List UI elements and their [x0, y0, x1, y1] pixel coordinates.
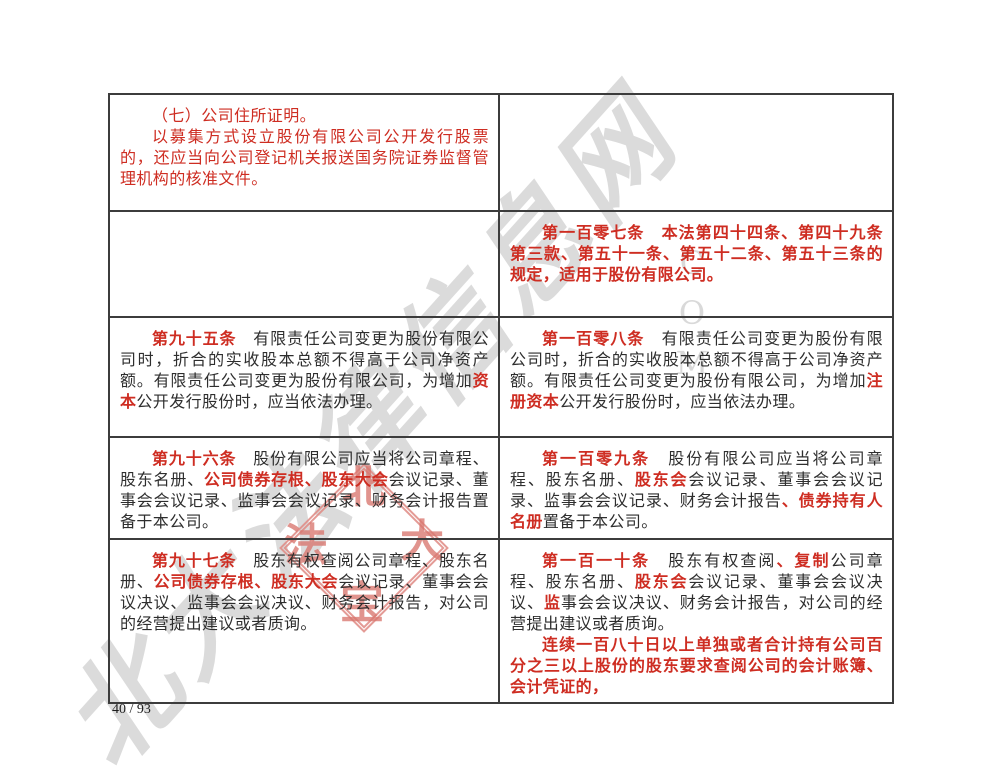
revised-text: 第一百零九条: [542, 451, 651, 468]
page-number: 40 / 93: [112, 702, 151, 717]
table-cell-right: [500, 95, 892, 210]
paragraph: 以募集方式设立股份有限公司公开发行股票的，还应当向公司登记机关报送国务院证券监督…: [120, 127, 489, 190]
body-text: 会议记录、董事会会议记录、监事会会议记录、财务会计报告: [510, 472, 884, 510]
comparison-table: （七）公司住所证明。以募集方式设立股份有限公司公开发行股票的，还应当向公司登记机…: [108, 93, 894, 704]
table-cell-right: 第一百零八条 有限责任公司变更为股份有限公司时，折合的实收股本总额不得高于公司净…: [500, 318, 892, 436]
table-cell-right: 第一百零七条 本法第四十四条、第四十九条第三款、第五十一条、第五十二条、第五十三…: [500, 212, 892, 316]
revised-text: 第九十五条: [152, 331, 237, 348]
revised-text: 股东会: [634, 472, 689, 489]
table-row: 第九十七条 股东有权查阅公司章程、股东名册、公司债券存根、股东大会会议记录、董事…: [110, 538, 892, 702]
body-text: 股东有权查阅: [650, 553, 777, 570]
paragraph: 连续一百八十日以上单独或者合计持有公司百分之三以上股份的股东要求查阅公司的会计账…: [510, 635, 883, 698]
revised-text: 资本: [120, 373, 489, 411]
body-text: 事会会议决议、财务会计报告，对公司的经营提出建议或者质询。: [510, 595, 883, 633]
revised-text: 第一百一十条: [542, 553, 651, 570]
table-cell-left: 第九十五条 有限责任公司变更为股份有限公司时，折合的实收股本总额不得高于公司净资…: [110, 318, 500, 436]
body-text: 会议记录、董事会会议决议、: [510, 574, 884, 612]
table-row: 第九十五条 有限责任公司变更为股份有限公司时，折合的实收股本总额不得高于公司净资…: [110, 316, 892, 436]
revised-text: 本法第四十四条、第四十九条第三款、第五十一条、第五十二条、第五十三条的规定，适用…: [510, 225, 884, 284]
revised-text: 、复制: [776, 553, 831, 570]
paragraph: （七）公司住所证明。: [120, 106, 489, 127]
table-cell-left: [110, 212, 500, 316]
table-row: 第一百零七条 本法第四十四条、第四十九条第三款、第五十一条、第五十二条、第五十三…: [110, 210, 892, 316]
body-text: 股东有权查阅公司章程、股东名册、: [120, 553, 489, 591]
body-text: 会议记录、董事会会议决议、监事会会议决议、财务会计报告，对公司的经营提出建议或者…: [120, 574, 489, 633]
paragraph: 第一百零八条 有限责任公司变更为股份有限公司时，折合的实收股本总额不得高于公司净…: [510, 329, 883, 413]
body-text: 公司章程、股东名册、: [510, 553, 884, 591]
table-cell-right: 第一百零九条 股份有限公司应当将公司章程、股东名册、股东会会议记录、董事会会议记…: [500, 438, 892, 538]
table-cell-left: 第九十七条 股东有权查阅公司章程、股东名册、公司债券存根、股东大会会议记录、董事…: [110, 540, 500, 702]
table-cell-left: （七）公司住所证明。以募集方式设立股份有限公司公开发行股票的，还应当向公司登记机…: [110, 95, 500, 210]
table-row: （七）公司住所证明。以募集方式设立股份有限公司公开发行股票的，还应当向公司登记机…: [110, 95, 892, 210]
body-text: 公开发行股份时，应当依法办理。: [136, 394, 383, 411]
paragraph: 第一百一十条 股东有权查阅、复制公司章程、股东名册、股东会会议记录、董事会会议决…: [510, 551, 883, 635]
paragraph: 第九十七条 股东有权查阅公司章程、股东名册、公司债券存根、股东大会会议记录、董事…: [120, 551, 489, 635]
paragraph: 第一百零七条 本法第四十四条、第四十九条第三款、第五十一条、第五十二条、第五十三…: [510, 223, 883, 286]
revised-text: 第一百零七条: [542, 225, 645, 242]
body-text: 会议记录、董事会会议记录、监事会会议记录、财务会计报告置备于本公司。: [120, 472, 489, 531]
paragraph: 第九十六条 股份有限公司应当将公司章程、股东名册、公司债券存根、股东大会会议记录…: [120, 449, 489, 533]
revised-text: 股东会: [634, 574, 689, 591]
revised-text: 连续一百八十日以上单独或者合计持有公司百分之三以上股份的股东要求查阅公司的会计账…: [510, 637, 883, 696]
body-text: 公开发行股份时，应当依法办理。: [559, 394, 806, 411]
revised-text: 第九十七条: [152, 553, 237, 570]
revised-text: 、债券持有人名册: [510, 493, 883, 531]
revised-text: （七）公司住所证明。: [152, 108, 317, 125]
table-row: 第九十六条 股份有限公司应当将公司章程、股东名册、公司债券存根、股东大会会议记录…: [110, 436, 892, 538]
body-text: 股份有限公司应当将公司章程、股东名册、: [120, 451, 489, 489]
revised-text: 公司债券存根、股东大会: [203, 472, 389, 489]
paragraph: 第九十五条 有限责任公司变更为股份有限公司时，折合的实收股本总额不得高于公司净资…: [120, 329, 489, 413]
revised-text: 公司债券存根、股东大会: [153, 574, 339, 591]
body-text: 置备于本公司。: [542, 514, 658, 531]
body-text: 股份有限公司应当将公司章程、股东名册、: [510, 451, 883, 489]
revised-text: 第九十六条: [152, 451, 237, 468]
table-cell-right: 第一百一十条 股东有权查阅、复制公司章程、股东名册、股东会会议记录、董事会会议决…: [500, 540, 892, 702]
revised-text: 第一百零八条: [542, 331, 645, 348]
revised-text: 注册资本: [510, 373, 883, 411]
revised-text: 监: [543, 595, 561, 612]
body-text: 有限责任公司变更为股份有限公司时，折合的实收股本总额不得高于公司净资产额。有限责…: [120, 331, 489, 390]
paragraph: 第一百零九条 股份有限公司应当将公司章程、股东名册、股东会会议记录、董事会会议记…: [510, 449, 883, 533]
table-cell-left: 第九十六条 股份有限公司应当将公司章程、股东名册、公司债券存根、股东大会会议记录…: [110, 438, 500, 538]
revised-text: 以募集方式设立股份有限公司公开发行股票的，还应当向公司登记机关报送国务院证券监督…: [120, 129, 489, 188]
body-text: 有限责任公司变更为股份有限公司时，折合的实收股本总额不得高于公司净资产额。有限责…: [510, 331, 884, 390]
